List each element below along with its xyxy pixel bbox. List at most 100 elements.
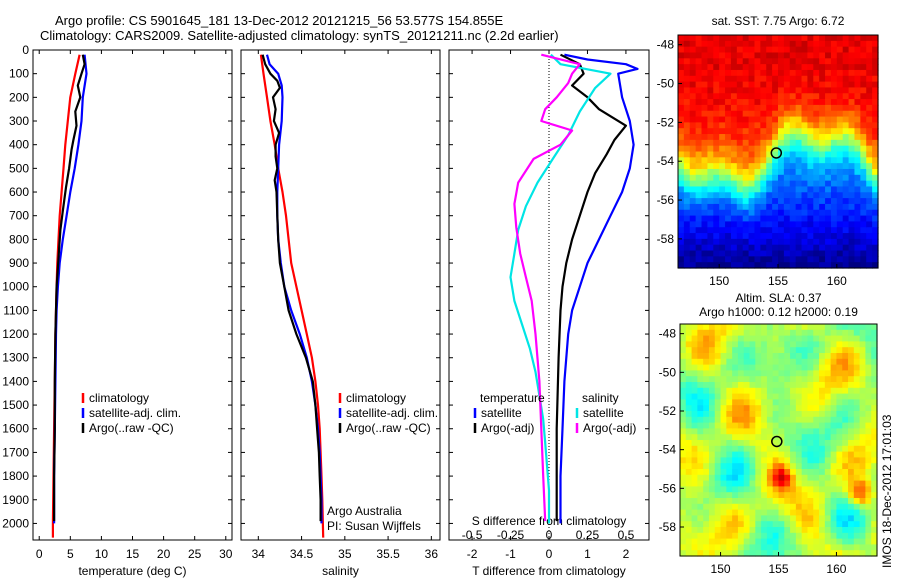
map-cell bbox=[848, 192, 856, 199]
map-cell bbox=[761, 353, 768, 360]
map-cell bbox=[689, 64, 697, 71]
map-cell bbox=[854, 163, 861, 170]
map-cell bbox=[761, 440, 768, 447]
map-cell bbox=[859, 498, 867, 505]
map-cell bbox=[713, 256, 720, 263]
map-cell bbox=[708, 382, 716, 389]
map-cell bbox=[790, 445, 797, 453]
map-cell bbox=[678, 99, 685, 106]
map-cell bbox=[830, 134, 838, 141]
map-cell bbox=[825, 58, 832, 65]
map-cell bbox=[872, 209, 879, 217]
map-cell bbox=[761, 521, 768, 528]
map-cell bbox=[825, 110, 832, 118]
map-cell bbox=[766, 151, 773, 158]
map-cell bbox=[749, 503, 756, 511]
map-cell bbox=[790, 358, 797, 366]
map-cell bbox=[830, 469, 838, 476]
map-cell bbox=[871, 538, 878, 545]
map-cell bbox=[720, 486, 727, 493]
map-cell bbox=[819, 387, 826, 395]
x-tick-label-temperature: 20 bbox=[157, 547, 171, 561]
map-cell bbox=[719, 46, 726, 54]
map-cell bbox=[755, 532, 762, 540]
map-cell bbox=[854, 52, 861, 59]
x-tick-label-difference: 2 bbox=[623, 547, 630, 561]
map-cell bbox=[703, 480, 710, 487]
map-cell bbox=[713, 116, 720, 123]
map-cell bbox=[732, 370, 739, 377]
map-cell bbox=[825, 244, 832, 252]
map-cell bbox=[732, 335, 739, 342]
map-cell bbox=[685, 341, 693, 348]
map-cell bbox=[789, 122, 797, 129]
map-cell bbox=[795, 69, 803, 77]
map-cell bbox=[766, 145, 773, 153]
map-cell bbox=[801, 64, 809, 71]
map-cell bbox=[807, 486, 814, 493]
map-cell bbox=[807, 186, 814, 193]
map-cell bbox=[683, 203, 691, 211]
map-cell bbox=[848, 203, 856, 211]
map-cell bbox=[807, 428, 814, 435]
map-cell bbox=[755, 521, 762, 528]
map-cell bbox=[783, 262, 791, 269]
map-cell bbox=[697, 329, 704, 337]
map-cell bbox=[865, 382, 872, 389]
map-cell bbox=[819, 116, 826, 123]
map-cell bbox=[836, 110, 844, 118]
map-cell bbox=[749, 411, 756, 418]
map-cell bbox=[772, 347, 780, 354]
map-cell bbox=[719, 75, 726, 83]
map-cell bbox=[795, 544, 803, 551]
map-cell bbox=[683, 81, 691, 89]
map-cell bbox=[813, 151, 820, 158]
map-cell bbox=[730, 116, 738, 123]
map-cell bbox=[737, 358, 745, 366]
map-cell bbox=[825, 69, 832, 77]
map-cell bbox=[842, 382, 849, 389]
map-cell bbox=[678, 69, 685, 77]
map-cell bbox=[859, 503, 867, 511]
map-cell bbox=[685, 411, 693, 418]
map-cell bbox=[854, 93, 861, 100]
map-cell bbox=[743, 370, 751, 377]
map-cell bbox=[755, 503, 762, 511]
map-cell bbox=[860, 81, 867, 89]
map-cell bbox=[689, 227, 697, 234]
map-cell bbox=[819, 480, 826, 487]
map-cell bbox=[842, 422, 849, 429]
map-cell bbox=[778, 405, 785, 412]
map-cell bbox=[813, 515, 820, 522]
map-cell bbox=[813, 469, 820, 476]
map-cell bbox=[708, 422, 716, 429]
map-cell bbox=[813, 122, 820, 129]
map-cell bbox=[697, 411, 704, 418]
map-cell bbox=[749, 329, 756, 337]
map-cell bbox=[691, 347, 698, 354]
map-cell bbox=[807, 434, 814, 441]
map-cell bbox=[691, 358, 698, 366]
map-cell bbox=[707, 52, 714, 59]
map-cell bbox=[778, 122, 785, 129]
map-cell bbox=[860, 256, 867, 263]
map-cell bbox=[754, 52, 761, 59]
map-cell bbox=[830, 35, 838, 42]
map-cell bbox=[865, 358, 872, 366]
map-cell bbox=[824, 376, 832, 383]
map-cell bbox=[848, 250, 856, 257]
map-cell bbox=[772, 457, 780, 464]
map-cell bbox=[872, 238, 879, 246]
map-cell bbox=[703, 353, 710, 360]
map-cell bbox=[871, 405, 878, 412]
map-cell bbox=[853, 480, 861, 487]
map-cell bbox=[871, 521, 878, 528]
map-cell bbox=[830, 99, 838, 106]
map-cell bbox=[725, 186, 732, 193]
map-cell bbox=[755, 324, 762, 331]
map-cell bbox=[714, 550, 722, 557]
map-cell bbox=[772, 416, 780, 424]
map-cell bbox=[783, 221, 791, 228]
map-cell bbox=[807, 370, 814, 377]
map-cell bbox=[695, 40, 703, 48]
